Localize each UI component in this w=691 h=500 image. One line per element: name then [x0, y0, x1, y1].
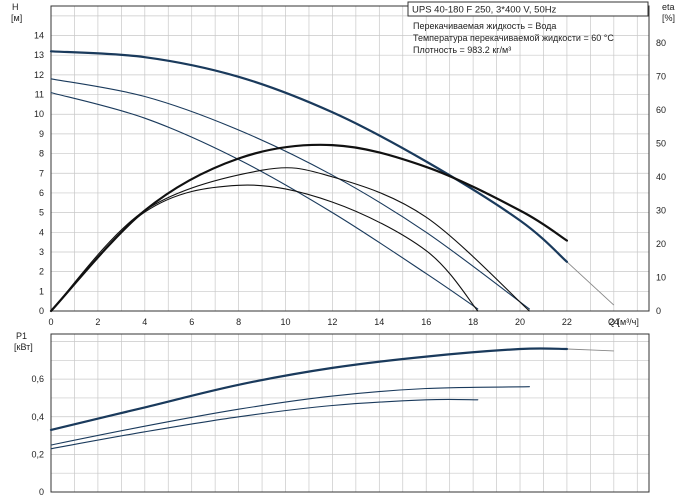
info-temperature: Температура перекачиваемой жидкости = 60… — [413, 33, 614, 43]
head-tick-label: 10 — [34, 109, 44, 119]
power-curve-2 — [50, 398, 479, 450]
eta-tick-label: 10 — [656, 272, 666, 282]
x-tick-label: 20 — [515, 317, 525, 327]
head-tick-label: 14 — [34, 31, 44, 41]
head-tick-label: 9 — [39, 129, 44, 139]
power-plot-frame — [50, 333, 650, 493]
power-tick-label: 0 — [39, 487, 44, 497]
power-tick-label: 0,6 — [31, 374, 44, 384]
head-tick-label: 11 — [35, 90, 44, 100]
x-tick-label: 18 — [468, 317, 478, 327]
eta-tick-label: 20 — [656, 239, 666, 249]
x-tick-label: 10 — [281, 317, 291, 327]
eta-tick-label: 40 — [656, 172, 666, 182]
head-curve-2 — [50, 92, 479, 310]
eta-tick-label: 50 — [656, 138, 666, 148]
head-tick-label: 1 — [39, 286, 44, 296]
eta-curve-3 — [49, 143, 568, 313]
x-tick-label: 12 — [327, 317, 337, 327]
curves — [49, 50, 615, 450]
eta-tick-label: 80 — [656, 38, 666, 48]
head-curve-extension-0 — [566, 261, 615, 306]
power-curve-extension-0 — [566, 348, 614, 352]
x-tick-label: 8 — [236, 317, 241, 327]
head-curve-1 — [50, 78, 530, 310]
power-axis-unit: [кВт] — [14, 342, 33, 352]
head-tick-label: 0 — [39, 306, 44, 316]
power-tick-label: 0,4 — [31, 412, 44, 422]
head-tick-label: 7 — [39, 168, 44, 178]
chart-title: UPS 40-180 F 250, 3*400 V, 50Hz — [412, 5, 557, 16]
head-tick-label: 13 — [34, 50, 44, 60]
x-axis-label: Q [м³/ч] — [608, 317, 639, 327]
info-liquid: Перекачиваемая жидкость = Вода — [413, 21, 556, 31]
y-left-label-h-unit: [м] — [11, 13, 22, 23]
y-right-label-eta-unit: [%] — [662, 13, 675, 23]
eta-tick-label: 60 — [656, 105, 666, 115]
head-grid — [51, 6, 649, 311]
tick-labels: 0 2 4 6 8 10 12 14 16 18 20 22 240123456789101112131… — [31, 31, 666, 497]
head-tick-label: 8 — [39, 149, 44, 159]
head-tick-label: 12 — [34, 70, 44, 80]
x-tick-label: 24 — [609, 317, 619, 327]
y-right-label-eta: eta — [662, 2, 675, 12]
x-tick-label: 22 — [562, 317, 572, 327]
x-tick-label: 2 — [95, 317, 100, 327]
power-curve-1 — [50, 386, 530, 446]
x-tick-label: 4 — [142, 317, 147, 327]
head-curve-0 — [49, 50, 568, 263]
x-tick-label: 0 — [48, 317, 53, 327]
title-box — [407, 1, 649, 17]
eta-curve-4 — [50, 167, 530, 312]
power-curve-0 — [49, 347, 568, 431]
x-tick-label: 16 — [421, 317, 431, 327]
power-tick-label: 0,2 — [31, 449, 44, 459]
eta-tick-label: 30 — [656, 205, 666, 215]
head-plot-frame — [50, 5, 650, 312]
info-density: Плотность = 983.2 кг/м³ — [413, 45, 511, 55]
head-tick-label: 2 — [39, 267, 44, 277]
head-tick-label: 4 — [39, 227, 44, 237]
eta-tick-label: 0 — [656, 306, 661, 316]
x-tick-label: 14 — [374, 317, 384, 327]
eta-curve-5 — [50, 184, 479, 312]
y-left-label-h: H — [12, 2, 19, 12]
power-axis-label: P1 — [16, 331, 27, 341]
power-grid — [51, 334, 649, 492]
x-tick-label: 6 — [189, 317, 194, 327]
head-tick-label: 6 — [39, 188, 44, 198]
eta-tick-label: 70 — [656, 71, 666, 81]
head-tick-label: 5 — [39, 208, 44, 218]
head-tick-label: 3 — [39, 247, 44, 257]
